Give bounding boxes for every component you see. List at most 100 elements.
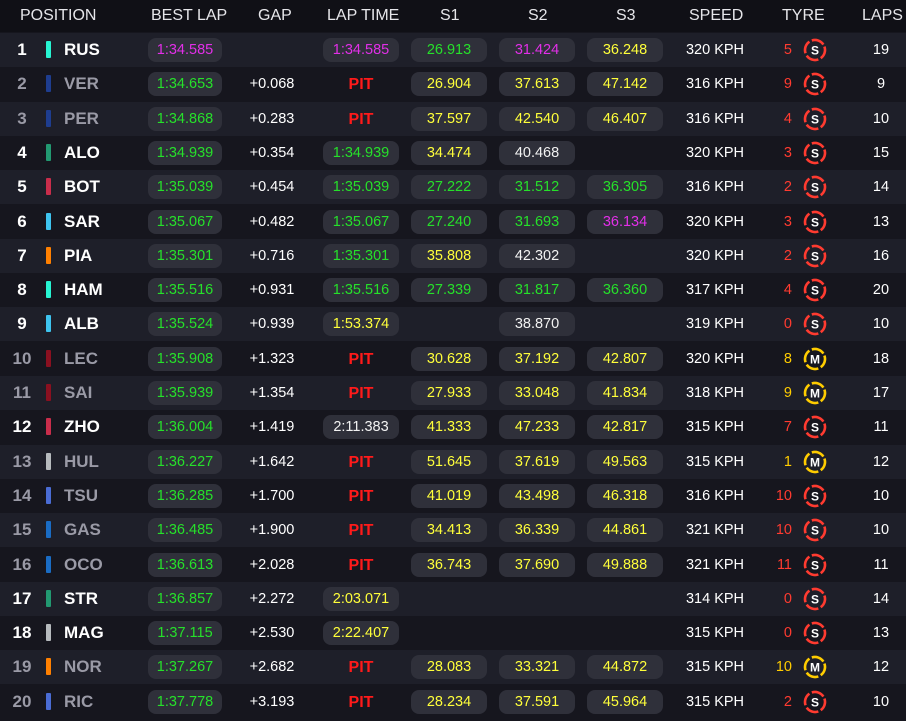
gap-value: +2.272 (249, 590, 295, 607)
pit-indicator: PIT (348, 556, 374, 574)
team-color-bar (46, 212, 51, 230)
driver-code[interactable]: ZHO (64, 417, 100, 437)
driver-code[interactable]: HAM (64, 280, 103, 300)
sector-3-time: 45.964 (587, 689, 663, 714)
header-s3[interactable]: S3 (616, 7, 636, 24)
sector-2-time: 37.192 (499, 346, 575, 371)
table-row[interactable]: 10 LEC 1:35.908 +1.323 PIT 30.628 37.192 42.807… (0, 341, 906, 376)
tyre-age: 0 (783, 316, 792, 333)
team-color-bar (46, 281, 51, 299)
driver-code[interactable]: BOT (64, 177, 100, 197)
tyre-age: 9 (783, 76, 792, 93)
table-row[interactable]: 18 MAG 1:37.115 +2.530 2:22.407 315 KPH 0 S 13 (0, 616, 906, 651)
gap-value: +1.419 (249, 419, 295, 436)
sector-2-time: 37.619 (499, 449, 575, 474)
soft-tyre-icon: S (803, 72, 827, 96)
sector-3-time: 42.817 (587, 415, 663, 440)
table-row[interactable]: 13 HUL 1:36.227 +1.642 PIT 51.645 37.619 49.563… (0, 444, 906, 479)
table-row[interactable]: 15 GAS 1:36.485 +1.900 PIT 34.413 36.339 44.861… (0, 513, 906, 548)
sector-2-time: 31.512 (499, 175, 575, 200)
position-number: 12 (12, 417, 32, 437)
tyre-age: 5 (783, 42, 792, 58)
table-row[interactable]: 12 ZHO 1:36.004 +1.419 2:11.383 41.333 47.233 4… (0, 410, 906, 445)
table-row[interactable]: 1 RUS 1:34.585 1:34.585 26.913 31.424 36.248 32… (0, 33, 906, 67)
header-best-lap[interactable]: BEST LAP (151, 7, 228, 24)
sector-2-time: 33.321 (499, 655, 575, 680)
driver-code[interactable]: ALB (64, 314, 99, 334)
driver-code[interactable]: NOR (64, 657, 102, 677)
header-s2[interactable]: S2 (528, 7, 548, 24)
header-position[interactable]: POSITION (20, 7, 97, 24)
laps-count: 12 (872, 453, 890, 470)
table-row[interactable]: 16 OCO 1:36.613 +2.028 PIT 36.743 37.690 49.888… (0, 547, 906, 582)
driver-code[interactable]: PIA (64, 245, 93, 265)
driver-code[interactable]: STR (64, 588, 98, 608)
table-row[interactable]: 3 PER 1:34.868 +0.283 PIT 37.597 42.540 46.407 3… (0, 101, 906, 136)
position-number: 15 (12, 520, 32, 540)
sector-3-time: 36.305 (587, 175, 663, 200)
tyre-compound-letter: S (811, 558, 819, 572)
table-row[interactable]: 7 PIA 1:35.301 +0.716 1:35.301 35.808 42.302 32… (0, 238, 906, 273)
speed-value: 315 KPH (685, 693, 745, 710)
position-number: 19 (12, 657, 32, 677)
soft-tyre-icon: S (803, 484, 827, 508)
driver-code[interactable]: HUL (64, 451, 99, 471)
driver-code[interactable]: RIC (64, 691, 94, 711)
table-row[interactable]: 19 NOR 1:37.267 +2.682 PIT 28.083 33.321 44.872… (0, 650, 906, 685)
team-color-bar (46, 41, 51, 58)
sector-3-time: 42.807 (587, 346, 663, 371)
team-color-bar (46, 418, 51, 436)
table-row[interactable]: 9 ALB 1:35.524 +0.939 1:53.374 38.870 319 KPH 0… (0, 307, 906, 342)
lap-time: 2:03.071 (323, 586, 399, 611)
position-number: 18 (12, 623, 32, 643)
table-header: POSITION BEST LAP GAP LAP TIME S1 S2 S3 … (0, 0, 906, 32)
driver-code[interactable]: OCO (64, 554, 103, 574)
tyre-compound-letter: S (811, 592, 819, 606)
sector-1-time: 27.339 (411, 278, 487, 303)
sector-2-time: 42.540 (499, 106, 575, 131)
driver-code[interactable]: GAS (64, 520, 101, 540)
table-row[interactable]: 17 STR 1:36.857 +2.272 2:03.071 314 KPH 0 S 14 (0, 581, 906, 616)
table-row[interactable]: 14 TSU 1:36.285 +1.700 PIT 41.019 43.498 46.318… (0, 478, 906, 513)
table-row[interactable]: 11 SAI 1:35.939 +1.354 PIT 27.933 33.048 41.834… (0, 376, 906, 410)
speed-value: 321 KPH (685, 522, 745, 539)
driver-code[interactable]: LEC (64, 348, 98, 368)
tyre-compound-letter: M (810, 455, 820, 469)
driver-code[interactable]: SAI (64, 383, 93, 402)
gap-value: +0.454 (249, 179, 295, 196)
best-lap-time: 1:35.039 (148, 175, 222, 200)
table-row[interactable]: 2 VER 1:34.653 +0.068 PIT 26.904 37.613 47.142 3… (0, 67, 906, 102)
driver-code[interactable]: RUS (64, 40, 100, 59)
header-tyre[interactable]: TYRE (782, 7, 825, 24)
driver-code[interactable]: PER (64, 108, 99, 128)
header-gap[interactable]: GAP (258, 7, 292, 24)
gap-value: +2.530 (249, 625, 295, 642)
table-row[interactable]: 6 SAR 1:35.067 +0.482 1:35.067 27.240 31.693 36… (0, 204, 906, 239)
pit-indicator: PIT (348, 76, 374, 94)
header-speed[interactable]: SPEED (689, 7, 744, 24)
tyre-age: 2 (783, 179, 792, 196)
speed-value: 316 KPH (685, 487, 745, 504)
driver-code[interactable]: VER (64, 74, 99, 94)
position-number: 6 (17, 211, 27, 231)
soft-tyre-icon: S (803, 244, 827, 268)
driver-code[interactable]: MAG (64, 623, 104, 643)
lap-time: 1:53.374 (323, 312, 399, 337)
driver-code[interactable]: ALO (64, 142, 100, 162)
header-s1[interactable]: S1 (440, 7, 460, 24)
header-lap-time[interactable]: LAP TIME (327, 7, 400, 24)
tyre-age: 2 (783, 693, 792, 710)
table-row[interactable]: 5 BOT 1:35.039 +0.454 1:35.039 27.222 31.512 36… (0, 170, 906, 205)
sector-2-time: 40.468 (499, 140, 575, 165)
speed-value: 318 KPH (685, 385, 745, 401)
header-laps[interactable]: LAPS (862, 7, 903, 24)
table-row[interactable]: 20 RIC 1:37.778 +3.193 PIT 28.234 37.591 45.964… (0, 684, 906, 719)
table-row[interactable]: 4 ALO 1:34.939 +0.354 1:34.939 34.474 40.468 32… (0, 135, 906, 170)
driver-code[interactable]: TSU (64, 485, 98, 505)
tyre-compound-letter: M (810, 661, 820, 675)
table-row[interactable]: 8 HAM 1:35.516 +0.931 1:35.516 27.339 31.817 36… (0, 273, 906, 308)
sector-1-time: 34.474 (411, 140, 487, 165)
team-color-bar (46, 624, 51, 642)
position-number: 2 (17, 74, 27, 94)
driver-code[interactable]: SAR (64, 211, 100, 231)
